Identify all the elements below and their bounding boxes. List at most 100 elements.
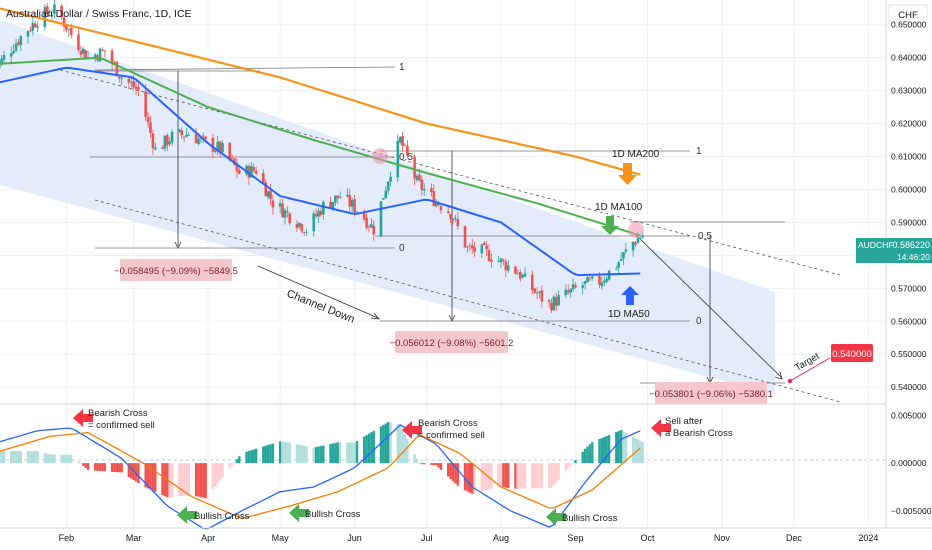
- candle: [117, 76, 121, 83]
- price-tick-label: 0.540000: [891, 382, 927, 392]
- macd-bar: [350, 442, 354, 464]
- macd-bar: [10, 450, 13, 464]
- candle: [607, 270, 611, 282]
- macd-bar: [418, 463, 421, 464]
- macd-bar: [634, 438, 637, 464]
- price-tag-symbol: AUDCHF: [858, 240, 893, 250]
- candle: [33, 20, 37, 28]
- candle: [50, 8, 54, 22]
- macd-bar: [101, 463, 104, 472]
- macd-bar: [422, 463, 426, 465]
- macd-bar: [487, 463, 491, 490]
- candle: [252, 163, 256, 173]
- macd-bar: [603, 437, 606, 464]
- macd-bar: [447, 463, 450, 477]
- candle: [470, 238, 474, 254]
- candle: [617, 260, 620, 276]
- macd-bar: [355, 441, 359, 464]
- macd-bar: [62, 454, 66, 464]
- macd-bar: [499, 463, 503, 487]
- macd-bar: [362, 436, 366, 464]
- macd-bar: [403, 434, 407, 464]
- target-leader: [789, 357, 831, 382]
- macd-bar: [504, 463, 508, 488]
- macd-bar: [103, 463, 107, 472]
- red-left-arrow-icon: [73, 409, 93, 427]
- candle: [317, 207, 320, 223]
- macd-bar: [396, 423, 399, 464]
- candle: [43, 4, 47, 31]
- macd-bar: [235, 459, 239, 464]
- candle: [398, 136, 402, 145]
- macd-bar: [149, 463, 152, 490]
- macd-bar: [473, 463, 476, 494]
- macd-bar: [168, 463, 171, 498]
- macd-bar: [384, 423, 387, 464]
- candle: [14, 38, 18, 53]
- time-ticks: Feb Mar Apr May Jun Jul Aug Sep Oct Nov Dec 2024: [59, 533, 879, 543]
- macd-line: [0, 424, 641, 530]
- candle: [283, 207, 287, 225]
- candle: [348, 188, 352, 212]
- macd-bar: [300, 445, 303, 464]
- candle: [384, 186, 388, 199]
- macd-bar: [199, 463, 203, 498]
- macd-bar: [507, 463, 510, 489]
- macd-bar: [151, 463, 155, 491]
- candle: [535, 287, 539, 300]
- macd-bar: [538, 463, 541, 489]
- macd-bar: [269, 444, 272, 464]
- currency-label: CHF: [898, 10, 918, 21]
- candle: [365, 213, 368, 230]
- candle: [65, 24, 68, 33]
- macd-note-bearish2-a: Bearish Cross: [418, 418, 478, 429]
- candle: [482, 240, 486, 246]
- candle: [490, 253, 493, 268]
- macd-bar: [557, 463, 560, 480]
- macd-bar: [334, 442, 337, 464]
- candle: [514, 265, 517, 275]
- macd-bar: [238, 456, 241, 464]
- candle: [602, 275, 606, 287]
- candle: [346, 188, 349, 198]
- macd-bar: [19, 450, 23, 464]
- macd-bar: [401, 429, 404, 464]
- chart-title: Australian Dollar / Swiss Franc, 1D, ICE: [6, 8, 192, 20]
- macd-bar: [574, 460, 577, 464]
- candle: [295, 220, 299, 232]
- candle: [221, 140, 224, 155]
- macd-bar: [552, 463, 556, 486]
- macd-bar: [312, 447, 315, 464]
- green-left-arrow-icon: [289, 504, 309, 522]
- candle: [286, 206, 289, 218]
- candle: [422, 183, 426, 196]
- macd-bar: [86, 463, 90, 471]
- candle: [278, 198, 282, 214]
- candle: [144, 84, 147, 121]
- macd-bar: [84, 463, 87, 468]
- candle: [586, 276, 589, 283]
- macd-bar: [514, 463, 517, 489]
- macd-bar: [79, 463, 83, 464]
- candle: [81, 47, 85, 60]
- candle: [451, 218, 455, 225]
- candle: [415, 173, 419, 183]
- price-tick-label: 0.590000: [891, 217, 927, 227]
- macd-bar: [233, 462, 236, 464]
- candle: [185, 128, 188, 138]
- candle: [134, 81, 138, 96]
- macd-bar: [353, 442, 356, 464]
- price-tick-label: 0.550000: [891, 349, 927, 359]
- macd-bar: [281, 441, 284, 464]
- macd-ticks: 0.005000 0.000000 −0.005000: [891, 410, 932, 515]
- candle: [506, 259, 510, 273]
- candle: [17, 38, 20, 47]
- candle: [439, 204, 443, 214]
- macd-bar: [194, 463, 198, 497]
- macd-bar: [17, 450, 20, 464]
- candle: [182, 136, 186, 143]
- macd-bar: [127, 463, 131, 478]
- green-down-arrow-icon: [601, 216, 619, 235]
- macd-bar: [65, 454, 68, 464]
- candle: [564, 283, 568, 299]
